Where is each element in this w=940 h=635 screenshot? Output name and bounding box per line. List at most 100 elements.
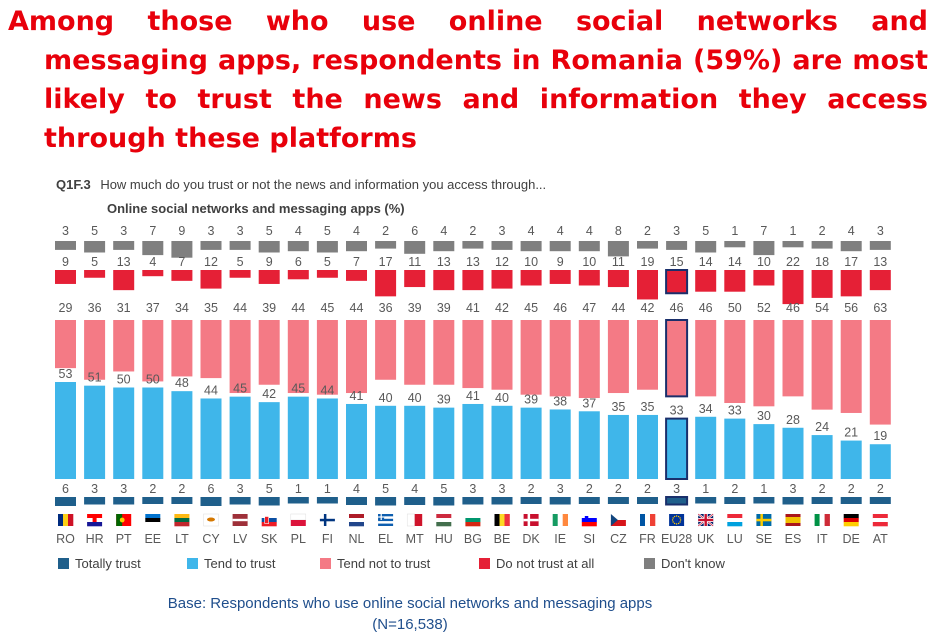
totally-trust-label-hu: 5 xyxy=(440,482,447,496)
flag-lv-icon xyxy=(232,514,248,526)
tend-not-to-trust-bar-lv xyxy=(229,320,251,394)
category-label-fi: FI xyxy=(322,532,333,546)
dont-know-label-at: 3 xyxy=(877,224,884,238)
dont-know-bar-pt xyxy=(113,241,135,250)
category-label-lu: LU xyxy=(727,532,743,546)
tend-not-to-trust-label-pl: 44 xyxy=(291,301,305,315)
totally-trust-bar-fr xyxy=(637,497,658,504)
flag-it-icon xyxy=(814,514,830,526)
flag-fi-icon xyxy=(319,514,335,526)
totally-trust-bar-lv xyxy=(229,497,251,505)
do-not-trust-label-ro: 9 xyxy=(62,255,69,269)
dont-know-label-fi: 5 xyxy=(324,224,331,238)
tend-to-trust-bar-se xyxy=(753,424,775,479)
do-not-trust-bar-it xyxy=(811,270,833,298)
do-not-trust-bar-mt xyxy=(404,270,426,288)
tend-not-to-trust-bar-pl xyxy=(287,320,309,394)
question-text: How much do you trust or not the news an… xyxy=(100,177,547,192)
tend-not-to-trust-label-ee: 37 xyxy=(146,301,160,315)
category-label-lt: LT xyxy=(175,532,189,546)
totally-trust-label-es: 3 xyxy=(790,482,797,496)
category-label-sk: SK xyxy=(261,532,278,546)
legend-label-tend-not-to-trust: Tend not to trust xyxy=(337,556,431,571)
tend-not-to-trust-bar-at xyxy=(869,320,891,425)
dont-know-label-dk: 4 xyxy=(528,224,535,238)
tend-to-trust-label-nl: 41 xyxy=(350,389,364,403)
totally-trust-label-dk: 2 xyxy=(528,482,535,496)
flag-ro-icon xyxy=(58,514,74,526)
do-not-trust-label-ie: 9 xyxy=(557,255,564,269)
totally-trust-bar-it xyxy=(811,497,833,504)
tend-to-trust-label-at: 19 xyxy=(873,429,887,443)
tend-to-trust-bar-uk xyxy=(695,416,717,479)
tend-not-to-trust-label-it: 54 xyxy=(815,301,829,315)
tend-to-trust-bar-dk xyxy=(520,407,542,479)
do-not-trust-bar-pl xyxy=(287,270,309,280)
tend-to-trust-label-fi: 44 xyxy=(320,383,334,397)
tend-not-to-trust-label-pt: 31 xyxy=(117,301,131,315)
do-not-trust-bar-dk xyxy=(520,270,542,286)
tend-to-trust-label-es: 28 xyxy=(786,413,800,427)
do-not-trust-label-cz: 11 xyxy=(612,255,625,269)
category-label-at: AT xyxy=(873,532,888,546)
totally-trust-label-ie: 3 xyxy=(557,482,564,496)
tend-to-trust-label-sk: 42 xyxy=(262,387,276,401)
tend-not-to-trust-label-be: 42 xyxy=(495,301,509,315)
dont-know-label-eu28: 3 xyxy=(673,224,680,238)
do-not-trust-label-eu28: 15 xyxy=(670,255,684,269)
totally-trust-label-mt: 4 xyxy=(411,482,418,496)
totally-trust-bar-eu28 xyxy=(665,496,689,506)
totally-trust-label-lv: 3 xyxy=(237,482,244,496)
tend-to-trust-label-el: 40 xyxy=(379,391,393,405)
tend-not-to-trust-label-ie: 46 xyxy=(553,301,567,315)
tend-to-trust-bar-fr xyxy=(637,414,658,479)
totally-trust-label-bg: 3 xyxy=(469,482,476,496)
dont-know-bar-lt xyxy=(171,241,193,258)
tend-not-to-trust-bar-ro xyxy=(55,320,76,369)
tend-to-trust-bar-at xyxy=(869,444,891,479)
category-label-eu28: EU28 xyxy=(661,532,692,546)
tend-to-trust-label-de: 21 xyxy=(844,426,858,440)
category-label-ee: EE xyxy=(144,532,161,546)
dont-know-label-ro: 3 xyxy=(62,224,69,238)
tend-not-to-trust-bar-fr xyxy=(637,320,658,390)
dont-know-label-de: 4 xyxy=(848,224,855,238)
flag-mt-icon xyxy=(406,513,423,527)
do-not-trust-label-pt: 13 xyxy=(117,255,131,269)
legend-swatch-tend-to-trust xyxy=(187,558,198,569)
do-not-trust-label-mt: 11 xyxy=(408,255,421,269)
tend-not-to-trust-label-nl: 44 xyxy=(350,301,364,315)
category-label-bg: BG xyxy=(464,532,482,546)
tend-to-trust-label-pl: 45 xyxy=(291,382,305,396)
totally-trust-bar-el xyxy=(375,497,397,506)
tend-to-trust-bar-it xyxy=(811,435,833,479)
tend-to-trust-label-cz: 35 xyxy=(611,400,625,414)
do-not-trust-bar-pt xyxy=(113,270,135,291)
do-not-trust-bar-hu xyxy=(433,270,455,291)
legend-item-tend-not-to-trust: Tend not to trust xyxy=(320,556,430,571)
do-not-trust-label-nl: 7 xyxy=(353,255,360,269)
category-label-dk: DK xyxy=(522,532,540,546)
headline: Among those who use online social networ… xyxy=(8,6,928,154)
tend-to-trust-bar-nl xyxy=(346,403,367,479)
totally-trust-label-lu: 2 xyxy=(731,482,738,496)
dont-know-bar-it xyxy=(811,241,833,249)
dont-know-bar-de xyxy=(840,241,862,252)
dont-know-label-es: 1 xyxy=(790,224,797,238)
do-not-trust-label-el: 17 xyxy=(379,255,393,269)
do-not-trust-bar-ro xyxy=(55,270,76,284)
legend-item-do-not-trust-at-all: Do not trust at all xyxy=(479,556,594,571)
totally-trust-bar-es xyxy=(782,497,804,505)
dont-know-label-uk: 5 xyxy=(702,224,709,238)
totally-trust-bar-be xyxy=(491,497,513,505)
tend-not-to-trust-bar-mt xyxy=(404,320,426,385)
category-label-nl: NL xyxy=(349,532,365,546)
tend-not-to-trust-label-si: 47 xyxy=(582,301,596,315)
tend-not-to-trust-label-dk: 45 xyxy=(524,301,538,315)
totally-trust-label-si: 2 xyxy=(586,482,593,496)
tend-to-trust-bar-de xyxy=(840,440,862,479)
do-not-trust-label-sk: 9 xyxy=(266,255,273,269)
tend-not-to-trust-label-mt: 39 xyxy=(408,301,422,315)
tend-not-to-trust-label-el: 36 xyxy=(379,301,393,315)
dont-know-label-lu: 1 xyxy=(731,224,738,238)
